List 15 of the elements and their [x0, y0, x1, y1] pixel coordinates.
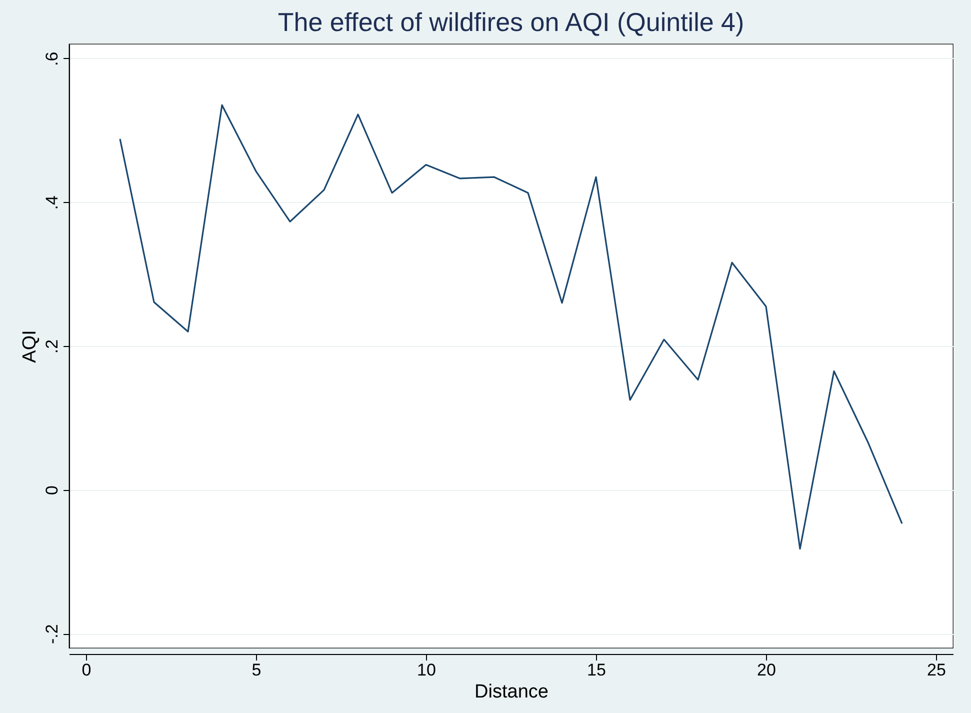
x-tick-label: 15	[587, 660, 606, 680]
x-tick-label: 5	[252, 660, 262, 680]
x-tick-label: 10	[417, 660, 436, 680]
x-tick-label: 25	[927, 660, 946, 680]
x-tick-label: 20	[757, 660, 776, 680]
chart-title: The effect of wildfires on AQI (Quintile 4)	[278, 7, 744, 37]
y-tick-label: .6	[42, 52, 62, 66]
y-tick-label: .4	[42, 196, 62, 210]
line-series	[119, 104, 903, 550]
x-tick-label: 0	[82, 660, 92, 680]
y-tick-label: 0	[42, 486, 62, 496]
y-axis-title: AQI	[20, 330, 40, 363]
y-tick-label: .2	[42, 339, 62, 354]
y-tick-label: -.2	[42, 624, 62, 644]
x-axis-title: Distance	[474, 682, 548, 702]
